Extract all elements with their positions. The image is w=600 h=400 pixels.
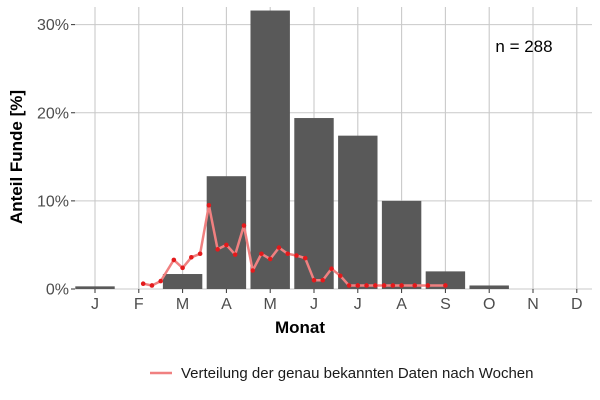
week-line: [140, 202, 448, 288]
series-point-28: [390, 283, 396, 288]
y-tick-label-1: 10%: [37, 193, 69, 210]
series-point-0: [140, 281, 146, 287]
series-point-15: [276, 245, 282, 250]
series-point-4: [180, 265, 185, 271]
series-point-22: [337, 273, 343, 279]
x-tick-label-2: M: [176, 296, 189, 313]
series-point-30: [412, 283, 418, 288]
y-tick-label-2: 20%: [37, 105, 69, 122]
bar-7: [338, 135, 378, 289]
series-point-11: [241, 223, 247, 228]
bar-6: [294, 118, 334, 289]
series-point-8: [215, 247, 220, 252]
series-point-14: [267, 256, 273, 262]
y-axis-title: Anteil Funde [%]: [7, 90, 26, 224]
x-tick-label-3: A: [221, 296, 232, 313]
y-axis-ticks: 0% 10% 20% 30%: [37, 17, 75, 299]
legend-label: Verteilung der genau bekannten Daten nac…: [181, 365, 534, 382]
series-point-19: [311, 277, 317, 283]
x-tick-label-5: J: [310, 296, 318, 313]
series-point-3: [171, 257, 177, 263]
x-tick-label-0: J: [91, 296, 99, 313]
series-point-1: [149, 283, 155, 288]
series-point-21: [329, 266, 334, 272]
bar-10: [469, 285, 509, 289]
series-point-2: [158, 278, 163, 284]
series-point-13: [259, 251, 264, 257]
series-point-20: [320, 277, 326, 283]
bar-1: [75, 286, 115, 289]
series-point-23: [346, 283, 352, 288]
bar-5: [250, 10, 290, 290]
legend: Verteilung der genau bekannten Daten nac…: [150, 365, 534, 382]
x-tick-label-7: A: [396, 296, 407, 313]
series-point-10: [232, 252, 238, 257]
bars: [75, 10, 509, 290]
series-point-7: [206, 202, 212, 208]
x-tick-label-8: S: [440, 296, 451, 313]
series-point-25: [364, 283, 369, 288]
series-point-5: [189, 254, 194, 260]
series-point-31: [425, 283, 431, 288]
series-point-9: [224, 242, 229, 248]
series-point-27: [381, 283, 387, 288]
x-tick-label-11: D: [571, 296, 583, 313]
series-point-29: [399, 283, 404, 288]
y-tick-label-3: 30%: [37, 17, 69, 34]
y-tick-label-0: 0%: [46, 282, 69, 299]
x-tick-label-10: N: [527, 296, 539, 313]
bar-3: [162, 274, 203, 289]
bar-4: [206, 176, 247, 289]
series-point-26: [373, 283, 378, 288]
series-point-6: [197, 251, 203, 257]
x-tick-label-9: O: [483, 296, 495, 313]
x-tick-label-6: J: [354, 296, 362, 313]
series-point-16: [285, 251, 291, 257]
bar-8: [381, 200, 422, 289]
series-point-32: [443, 283, 448, 288]
series-point-24: [355, 283, 361, 288]
x-tick-label-4: M: [264, 296, 277, 313]
series-point-12: [250, 268, 255, 273]
sample-size-annotation: n = 288: [495, 37, 552, 56]
series-point-18: [302, 255, 308, 261]
x-axis-title: Monat: [275, 318, 325, 337]
series-point-17: [294, 253, 299, 258]
x-tick-label-1: F: [134, 296, 144, 313]
